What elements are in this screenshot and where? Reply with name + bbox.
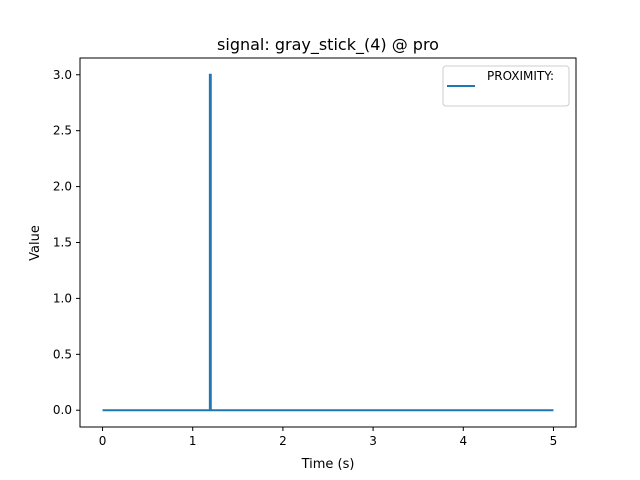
x-tick-label: 3 <box>369 434 377 448</box>
y-tick-label: 0.5 <box>53 347 72 361</box>
x-tick-label: 2 <box>279 434 287 448</box>
x-tick-label: 1 <box>189 434 197 448</box>
y-tick-label: 1.5 <box>53 236 72 250</box>
legend-label-proximity: PROXIMITY: <box>487 69 554 83</box>
series-line-0 <box>102 73 554 412</box>
plot-area: 0 1 2 3 4 5 0.0 0.5 1.0 1.5 2.0 2.5 3.0 <box>53 57 577 448</box>
x-axis-ticks: 0 1 2 3 4 5 <box>99 427 558 448</box>
y-tick-label: 2.0 <box>53 180 72 194</box>
y-tick-label: 3.0 <box>53 68 72 82</box>
x-axis-label: Time (s) <box>301 457 355 472</box>
legend: PROXIMITY: <box>442 65 570 107</box>
series-layer <box>102 73 554 412</box>
y-axis-label: Value <box>28 225 43 261</box>
y-axis-ticks: 0.0 0.5 1.0 1.5 2.0 2.5 3.0 <box>53 68 80 417</box>
x-tick-label: 0 <box>99 434 107 448</box>
x-tick-label: 4 <box>459 434 467 448</box>
y-tick-label: 1.0 <box>53 291 72 305</box>
y-tick-label: 0.0 <box>53 403 72 417</box>
y-tick-label: 2.5 <box>53 124 72 138</box>
legend-box <box>442 65 570 107</box>
chart-title: signal: gray_stick_(4) @ pro <box>217 35 439 55</box>
x-tick-label: 5 <box>550 434 558 448</box>
